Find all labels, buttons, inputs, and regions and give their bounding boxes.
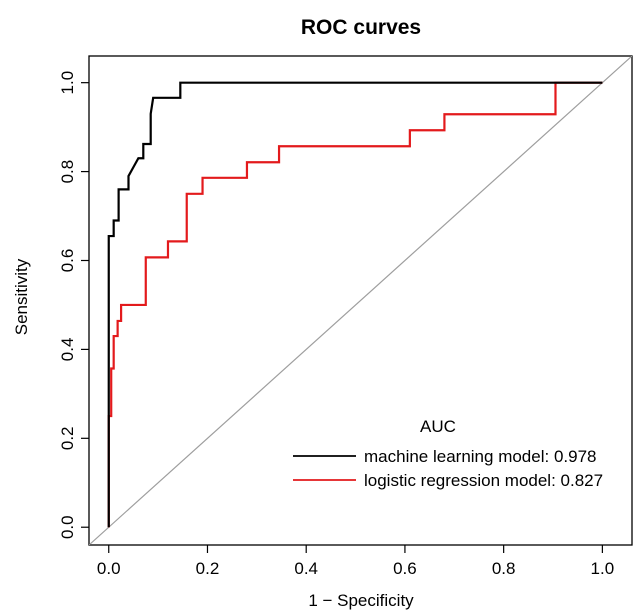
y-axis-label: Sensitivity — [12, 258, 31, 335]
legend-title: AUC — [420, 417, 456, 436]
x-axis-label: 1 − Specificity — [308, 591, 414, 610]
y-tick-label: 0.6 — [58, 249, 77, 273]
x-tick-label: 0.2 — [196, 559, 220, 578]
legend-label-0: machine learning model: 0.978 — [364, 447, 596, 466]
y-tick-label: 0.2 — [58, 426, 77, 450]
series-line-1 — [107, 81, 603, 528]
x-tick-label: 1.0 — [591, 559, 615, 578]
plot-frame — [88, 55, 633, 546]
series-line-0 — [107, 81, 603, 528]
y-tick-label: 0.8 — [58, 160, 77, 184]
x-tick-label: 0.4 — [294, 559, 318, 578]
plot-area: 0.0 0.2 0.4 0.6 0.8 1.0 0.0 0.2 0.4 0.6 0.8 1.0 — [58, 55, 633, 578]
legend-label-1: logistic regression model: 0.827 — [364, 471, 603, 490]
chart-title: ROC curves — [301, 16, 421, 39]
x-tick-label: 0.8 — [492, 559, 516, 578]
y-tick-label: 0.4 — [58, 338, 77, 362]
x-tick-label: 0.0 — [97, 559, 121, 578]
y-tick-label: 0.0 — [58, 515, 77, 539]
y-tick-label: 1.0 — [58, 71, 77, 95]
legend: AUC machine learning model: 0.978 logisti… — [293, 417, 603, 490]
x-tick-label: 0.6 — [393, 559, 417, 578]
reference-diagonal-line — [89, 56, 632, 545]
